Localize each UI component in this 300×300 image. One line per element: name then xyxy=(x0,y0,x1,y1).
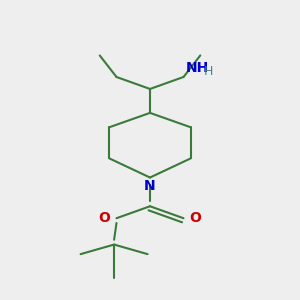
Text: O: O xyxy=(99,211,110,225)
Text: N: N xyxy=(144,179,156,193)
Text: O: O xyxy=(190,211,201,225)
Text: H: H xyxy=(204,65,213,78)
Text: NH: NH xyxy=(186,61,209,75)
